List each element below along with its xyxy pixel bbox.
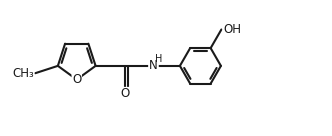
Text: N: N [149,59,158,72]
Text: CH₃: CH₃ [12,67,34,80]
Text: O: O [121,87,130,101]
Text: O: O [72,73,81,86]
Text: OH: OH [223,23,241,36]
Text: H: H [155,54,163,64]
